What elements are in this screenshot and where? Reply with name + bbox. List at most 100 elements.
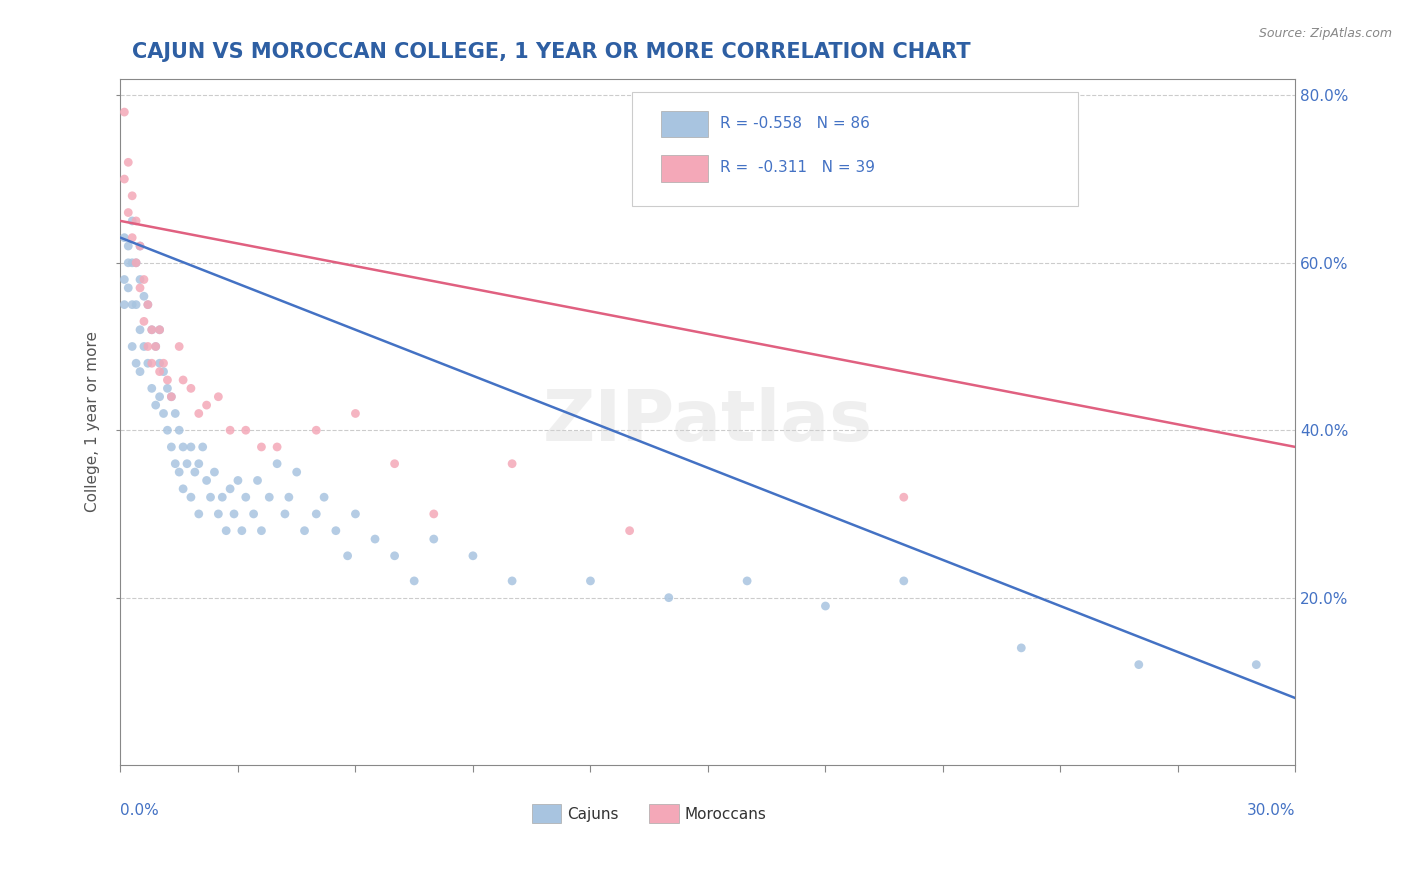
Point xyxy=(180,381,202,395)
Point xyxy=(305,423,328,437)
Point xyxy=(207,390,229,404)
Point xyxy=(141,323,163,337)
Point xyxy=(125,214,148,228)
Point xyxy=(149,356,172,370)
Point xyxy=(200,490,222,504)
Point xyxy=(129,323,152,337)
Point xyxy=(112,172,135,186)
Point xyxy=(285,465,308,479)
Point xyxy=(121,298,143,312)
Point xyxy=(132,289,155,303)
Point xyxy=(129,365,152,379)
Point xyxy=(129,272,152,286)
Point xyxy=(384,457,406,471)
Text: Moroccans: Moroccans xyxy=(685,807,766,822)
Point xyxy=(266,440,288,454)
Point xyxy=(187,507,209,521)
Point xyxy=(176,457,198,471)
Point xyxy=(344,407,367,421)
Point xyxy=(165,457,187,471)
Point xyxy=(121,256,143,270)
Point xyxy=(219,482,242,496)
Point xyxy=(117,281,139,295)
Point xyxy=(141,381,163,395)
Point xyxy=(204,465,226,479)
Point xyxy=(187,457,209,471)
Point xyxy=(266,457,288,471)
Point xyxy=(235,423,257,437)
Point xyxy=(160,390,183,404)
Point xyxy=(215,524,238,538)
Point xyxy=(125,298,148,312)
Y-axis label: College, 1 year or more: College, 1 year or more xyxy=(86,331,100,512)
FancyBboxPatch shape xyxy=(661,155,709,182)
Point xyxy=(125,256,148,270)
Point xyxy=(129,281,152,295)
Point xyxy=(250,524,273,538)
Text: Cajuns: Cajuns xyxy=(567,807,619,822)
Point xyxy=(235,490,257,504)
Point xyxy=(735,574,758,588)
Point xyxy=(579,574,602,588)
Point xyxy=(149,323,172,337)
Point xyxy=(172,373,194,387)
Point xyxy=(149,390,172,404)
Point xyxy=(222,507,245,521)
Point xyxy=(242,507,264,521)
Point xyxy=(336,549,359,563)
Text: Source: ZipAtlas.com: Source: ZipAtlas.com xyxy=(1258,27,1392,40)
Point xyxy=(121,230,143,244)
Point xyxy=(226,474,249,488)
Point xyxy=(152,407,174,421)
Point xyxy=(207,507,229,521)
Point xyxy=(277,490,299,504)
Point xyxy=(305,507,328,521)
Point xyxy=(152,365,174,379)
Point xyxy=(893,574,915,588)
Point xyxy=(121,189,143,203)
Point xyxy=(259,490,281,504)
Point xyxy=(619,524,641,538)
Point xyxy=(501,457,523,471)
Point xyxy=(423,532,446,546)
Point xyxy=(167,339,190,353)
Point xyxy=(172,440,194,454)
Point xyxy=(112,298,135,312)
Point xyxy=(231,524,253,538)
Point xyxy=(132,314,155,328)
Point xyxy=(125,256,148,270)
Point xyxy=(423,507,446,521)
Point xyxy=(156,423,179,437)
Point xyxy=(274,507,297,521)
Point xyxy=(219,423,242,437)
Text: 0.0%: 0.0% xyxy=(121,803,159,818)
Point xyxy=(129,239,152,253)
FancyBboxPatch shape xyxy=(531,805,561,823)
Point xyxy=(187,407,209,421)
Point xyxy=(149,365,172,379)
FancyBboxPatch shape xyxy=(650,805,679,823)
Point xyxy=(294,524,316,538)
Point xyxy=(145,339,167,353)
Point xyxy=(814,599,837,613)
Point xyxy=(117,256,139,270)
Point xyxy=(112,272,135,286)
Point xyxy=(132,272,155,286)
Point xyxy=(314,490,336,504)
Point xyxy=(344,507,367,521)
Point xyxy=(184,465,207,479)
Point xyxy=(145,339,167,353)
Point xyxy=(136,339,159,353)
Point xyxy=(112,230,135,244)
Point xyxy=(141,356,163,370)
Point xyxy=(246,474,269,488)
Point xyxy=(156,373,179,387)
Point xyxy=(136,298,159,312)
Point xyxy=(195,398,218,412)
Point xyxy=(136,298,159,312)
Point xyxy=(893,490,915,504)
Point xyxy=(141,323,163,337)
Text: 30.0%: 30.0% xyxy=(1247,803,1295,818)
Point xyxy=(172,482,194,496)
Point xyxy=(132,339,155,353)
